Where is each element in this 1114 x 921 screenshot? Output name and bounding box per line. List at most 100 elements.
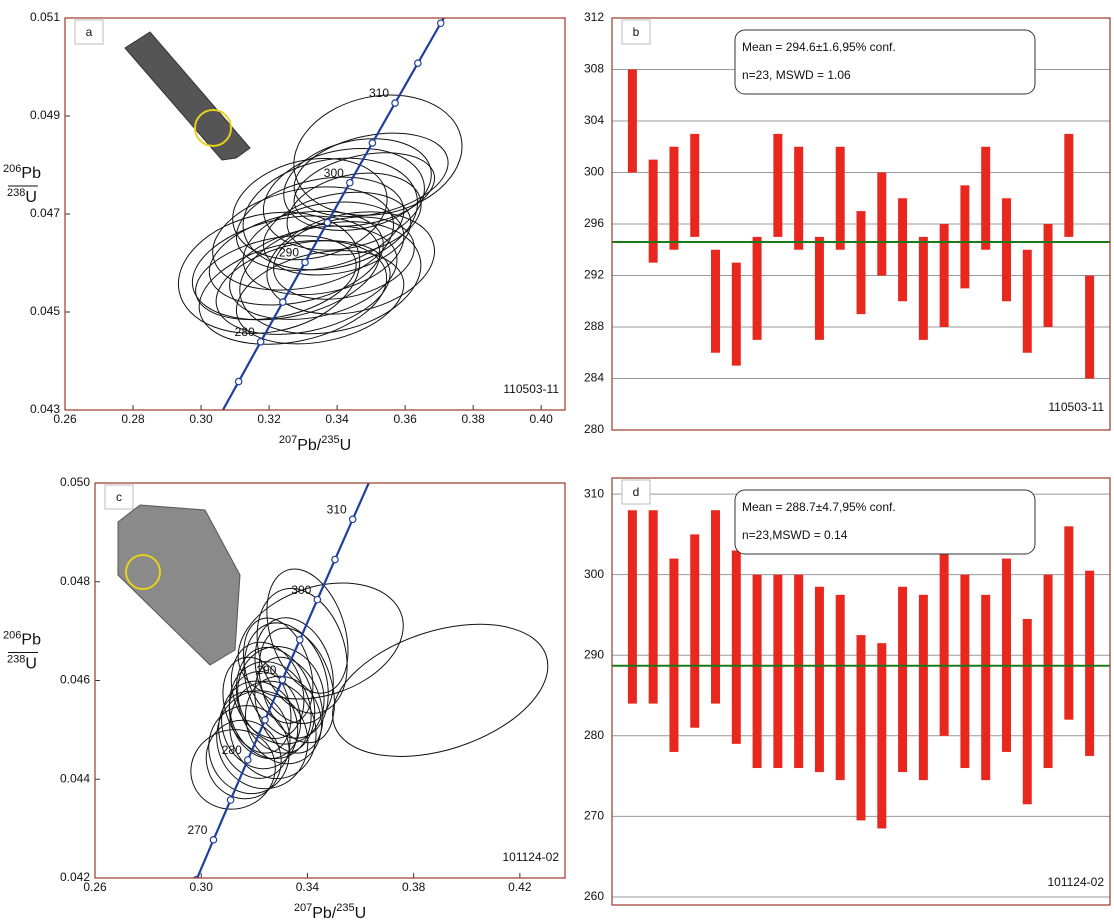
y-tick-label: 0.042	[60, 870, 90, 884]
x-tick-label: 0.38	[402, 880, 426, 894]
error-ellipse	[283, 138, 432, 231]
error-ellipse	[228, 661, 312, 760]
y-tick-label: 0.049	[30, 108, 60, 122]
error-ellipse	[198, 240, 388, 345]
y-label-mass: 206	[3, 629, 21, 641]
age-error-bar	[1001, 558, 1011, 752]
age-error-bar	[835, 594, 845, 781]
plot-area: 270 280 290 300 310	[187, 476, 549, 878]
y-tick-label: 284	[584, 371, 604, 385]
concordia-point	[414, 59, 422, 67]
error-ellipse	[293, 132, 449, 217]
x-tick-label: 0.36	[393, 412, 417, 426]
y-tick-label: 0.045	[30, 304, 60, 318]
panel-letter: a	[86, 25, 93, 39]
age-error-bar	[856, 211, 866, 315]
error-ellipse	[232, 157, 388, 261]
concordia-curve	[221, 18, 446, 410]
age-error-bar	[1043, 224, 1053, 327]
sample-label: 101124-02	[503, 850, 560, 864]
concordia-age-label: 290	[256, 663, 276, 677]
error-ellipse	[229, 225, 398, 320]
age-error-bar	[794, 574, 804, 769]
concordia-point	[331, 555, 339, 564]
error-ellipse	[195, 235, 357, 321]
y-label-mass: 206	[3, 163, 21, 175]
age-error-bar	[814, 586, 824, 773]
x-axis-label: 207Pb/235U	[279, 434, 351, 454]
x-tick-label: 0.40	[530, 412, 554, 426]
age-error-bar	[669, 146, 679, 250]
age-error-bar	[1085, 570, 1095, 756]
concordia-point	[313, 595, 322, 604]
error-ellipse	[273, 216, 415, 300]
y-tick-label: 0.044	[60, 771, 90, 785]
age-error-bar	[648, 159, 658, 263]
age-error-bar	[918, 594, 928, 781]
x-tick-label: 0.32	[257, 412, 281, 426]
y-tick-label: 0.050	[60, 475, 90, 489]
concordia-point	[296, 635, 304, 644]
x-label-mass: 207	[279, 434, 297, 446]
age-error-bar	[814, 236, 824, 340]
age-error-bar	[877, 172, 887, 276]
age-error-bar	[960, 574, 970, 769]
error-ellipse	[235, 250, 405, 345]
y-label-element: U	[25, 189, 37, 206]
y-tick-label: 288	[584, 319, 604, 333]
panel-letter: d	[633, 485, 640, 499]
x-tick-label: 0.26	[53, 412, 77, 426]
concordia-age-label: 300	[291, 583, 311, 597]
error-ellipse	[242, 201, 405, 296]
concordia-point	[367, 476, 373, 482]
error-ellipse	[266, 568, 349, 694]
age-error-bar	[627, 510, 637, 704]
concordia-point	[348, 515, 357, 524]
age-error-bar	[877, 643, 887, 829]
concordia-point	[256, 337, 265, 346]
error-ellipse	[293, 94, 463, 216]
x-tick-label: 0.34	[325, 412, 349, 426]
plot-frame	[611, 17, 1111, 431]
concordia-age-label: 300	[324, 166, 344, 180]
concordia-age-label: 270	[187, 823, 207, 837]
error-ellipse	[218, 690, 291, 779]
error-ellipse	[258, 627, 335, 744]
y-tick-label: 280	[584, 728, 604, 742]
age-error-bar	[711, 249, 721, 353]
age-error-bar	[981, 594, 991, 781]
error-ellipse	[228, 670, 302, 760]
age-error-bar	[711, 510, 721, 704]
age-error-bar	[1043, 574, 1053, 769]
zircon-image-c	[117, 504, 241, 666]
age-error-bar	[794, 146, 804, 250]
age-error-bar	[1001, 198, 1011, 302]
error-ellipse	[191, 215, 381, 321]
error-ellipse	[254, 656, 324, 754]
error-ellipse	[190, 729, 276, 810]
y-tick-label: 308	[584, 62, 604, 76]
age-error-bar	[690, 534, 700, 728]
age-error-bar	[856, 635, 866, 821]
x-label-element: Pb/	[312, 905, 337, 921]
x-label-element: U	[340, 437, 352, 454]
mean-text: Mean = 294.6±1.6,95% conf.	[742, 40, 896, 54]
panel-letter: b	[633, 25, 640, 39]
panel-letter-box	[104, 484, 134, 510]
x-tick-label: 0.42	[508, 880, 532, 894]
y-axis-label-top: 206Pb	[3, 163, 41, 182]
concordia-point	[214, 418, 220, 424]
x-label-mass: 235	[336, 902, 354, 914]
age-error-bar	[731, 262, 741, 366]
error-ellipse	[221, 680, 299, 770]
panel-letter-box	[74, 19, 104, 45]
x-label-element: U	[355, 905, 367, 921]
plot-frame	[64, 17, 566, 411]
concordia-curve	[196, 483, 370, 878]
y-tick-label: 0.043	[30, 402, 60, 416]
age-error-bar	[1085, 275, 1095, 379]
age-error-bar	[1064, 526, 1074, 720]
plot-area: 280 290 300 310 320	[177, 18, 463, 424]
